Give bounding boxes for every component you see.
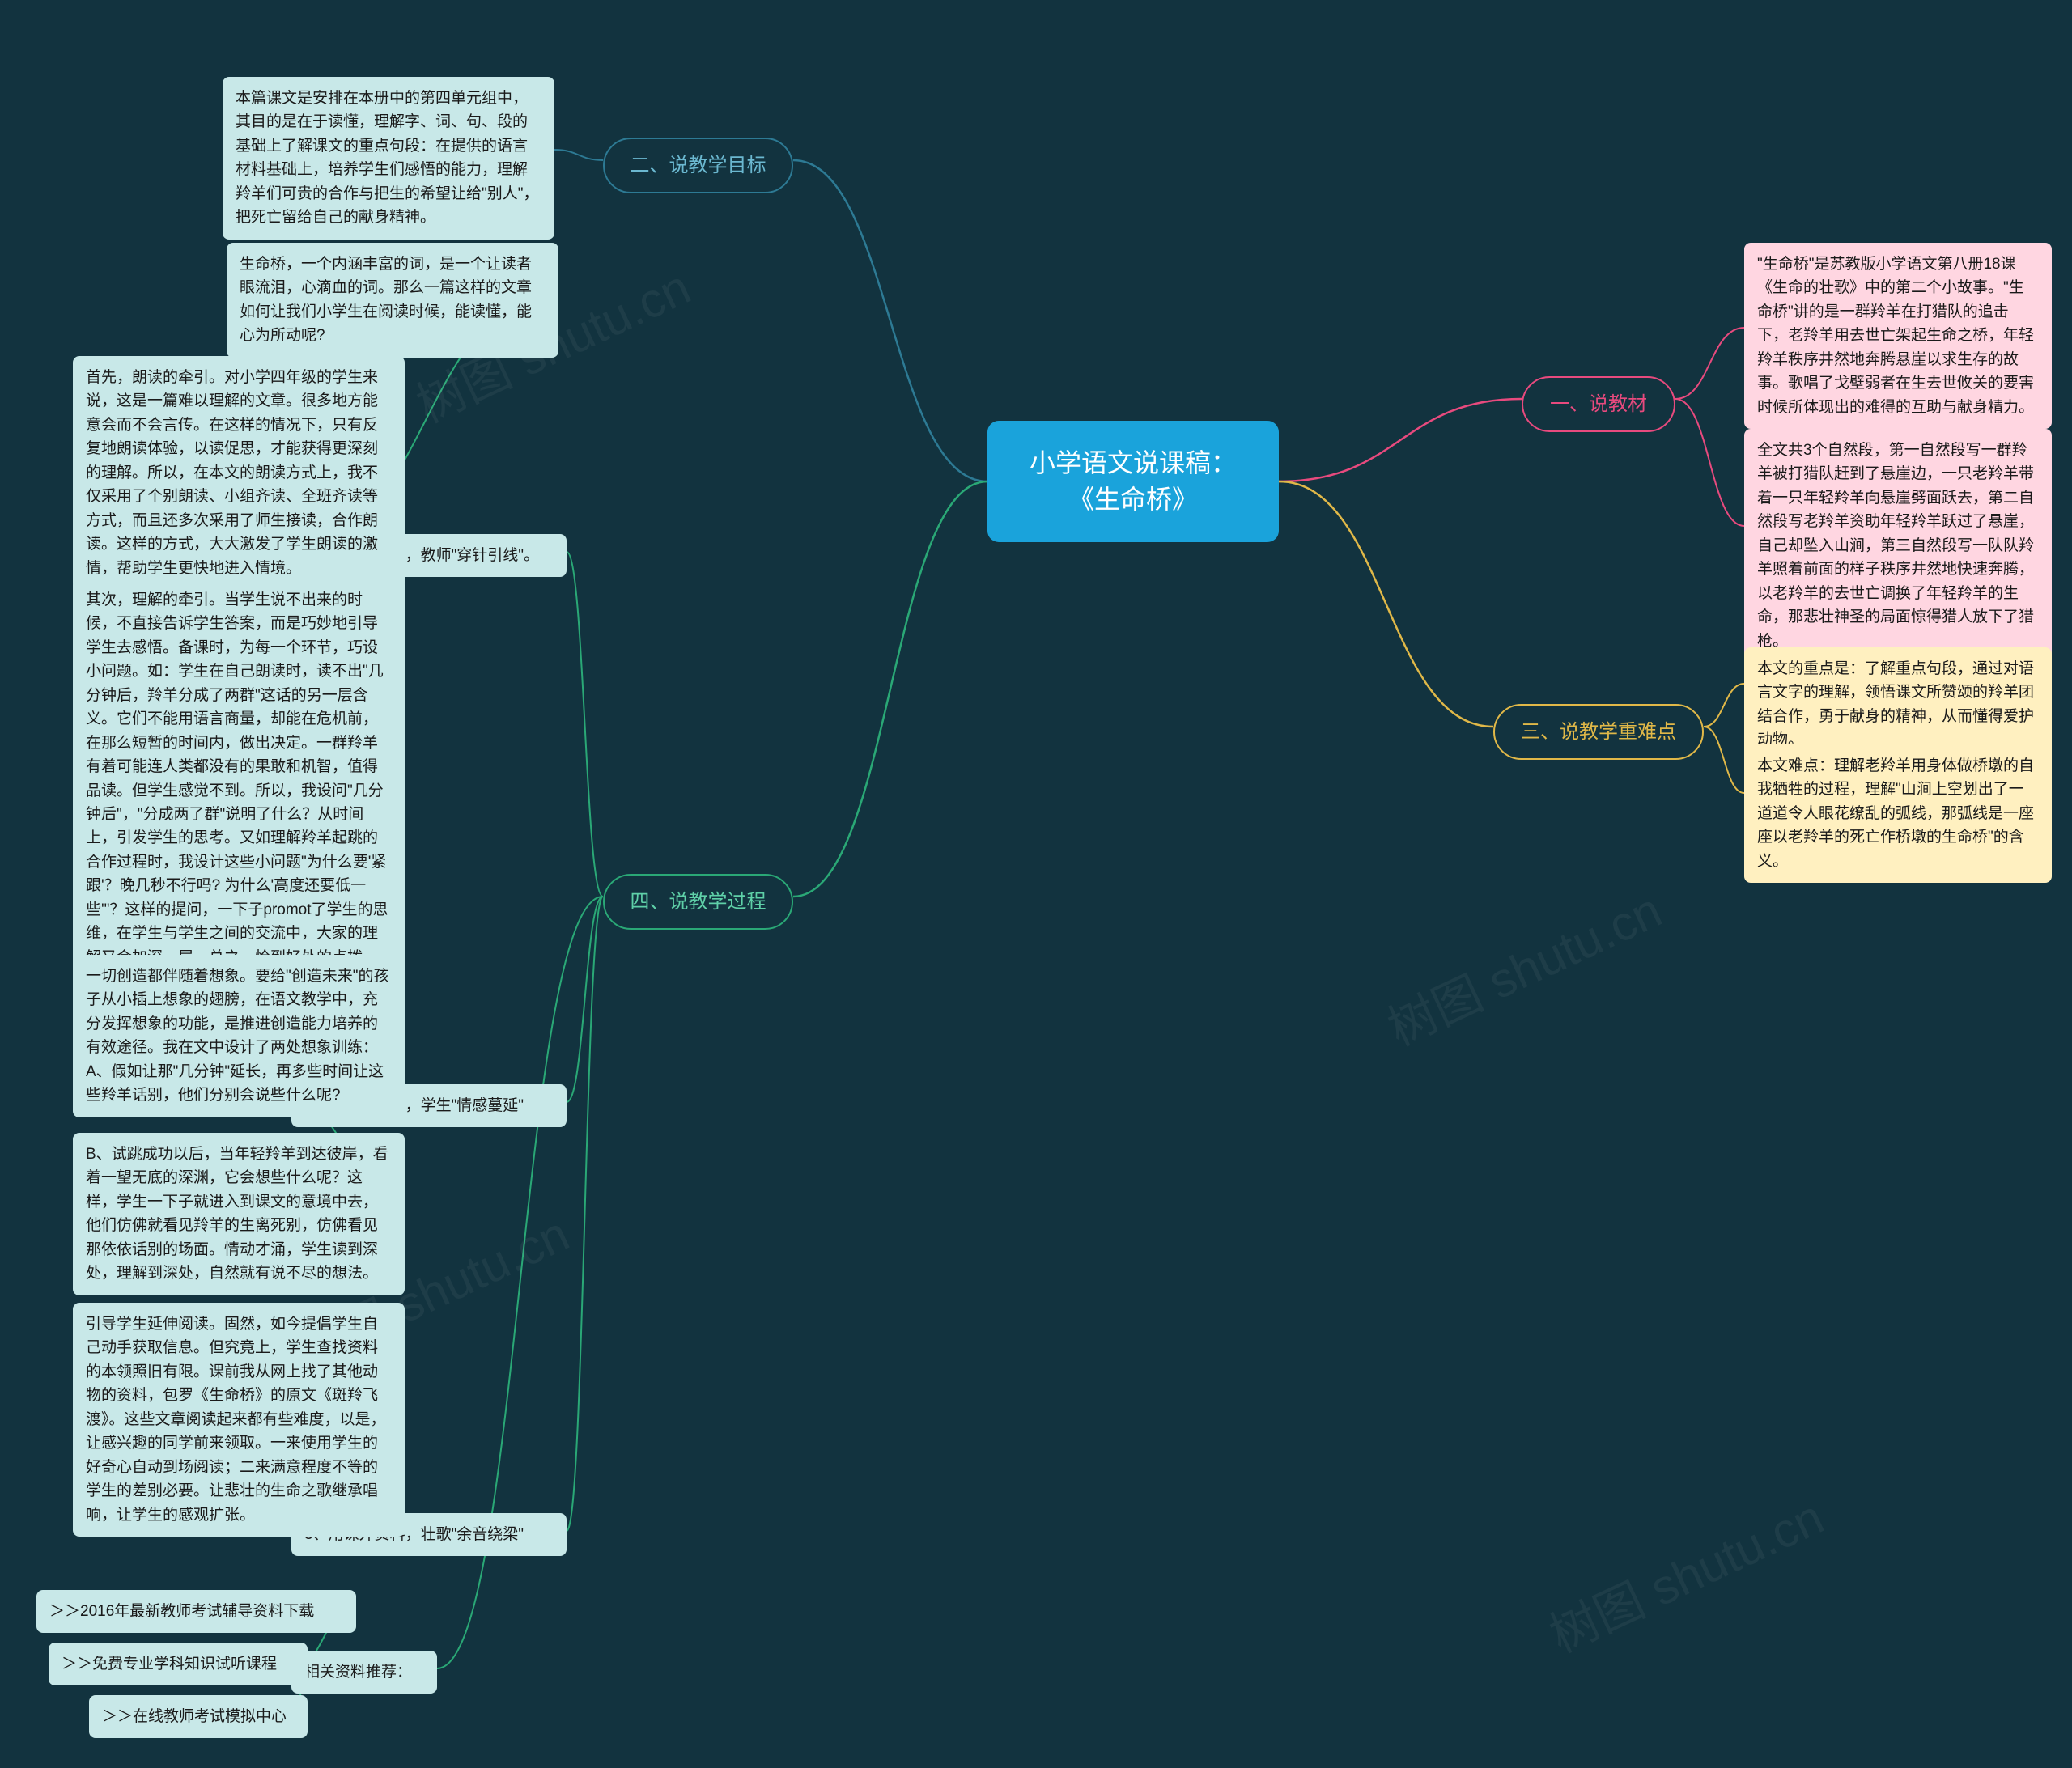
leaf-node: "生命桥"是苏教版小学语文第八册18课《生命的壮歌》中的第二个小故事。"生命桥"… — [1744, 243, 2052, 429]
leaf-node: ＞＞在线教师考试模拟中心 — [89, 1695, 308, 1738]
leaf-node: B、试跳成功以后，当年轻羚羊到达彼岸，看着一望无底的深渊，它会想些什么呢？这样，… — [73, 1133, 405, 1295]
leaf-node: 生命桥，一个内涵丰富的词，是一个让读者眼流泪，心滴血的词。那么一篇这样的文章如何… — [227, 243, 558, 358]
leaf-node: ＞＞免费专业学科知识试听课程 — [49, 1643, 308, 1685]
leaf-node: 本篇课文是安排在本册中的第四单元组中，其目的是在于读懂，理解字、词、句、段的基础… — [223, 77, 554, 240]
leaf-node: 引导学生延伸阅读。固然，如今提倡学生自己动手获取信息。但究竟上，学生查找资料的本… — [73, 1303, 405, 1537]
sub-branch-node: 相关资料推荐： — [291, 1651, 437, 1694]
leaf-node: 其次，理解的牵引。当学生说不出来的时候，不直接告诉学生答案，而是巧妙地引导学生去… — [73, 579, 405, 1003]
leaf-node: ＞＞2016年最新教师考试辅导资料下载 — [36, 1590, 356, 1633]
branch-node: 四、说教学过程 — [603, 874, 793, 930]
branch-node: 一、说教材 — [1522, 376, 1675, 432]
leaf-node: 一切创造都伴随着想象。要给"创造未来"的孩子从小插上想象的翅膀，在语文教学中，充… — [73, 955, 405, 1117]
center-node: 小学语文说课稿：《生命桥》 — [987, 421, 1279, 542]
leaf-node: 首先，朗读的牵引。对小学四年级的学生来说，这是一篇难以理解的文章。很多地方能意会… — [73, 356, 405, 590]
branch-node: 二、说教学目标 — [603, 138, 793, 193]
watermark: 树图 shutu.cn — [1537, 1478, 1833, 1666]
branch-node: 三、说教学重难点 — [1493, 704, 1704, 760]
leaf-node: 全文共3个自然段，第一自然段写一群羚羊被打猎队赶到了悬崖边，一只老羚羊带着一只年… — [1744, 429, 2052, 663]
watermark: 树图 shutu.cn — [1375, 871, 1671, 1059]
leaf-node: 本文难点：理解老羚羊用身体做桥墩的自我牺牲的过程，理解"山涧上空划出了一道道令人… — [1744, 744, 2052, 883]
